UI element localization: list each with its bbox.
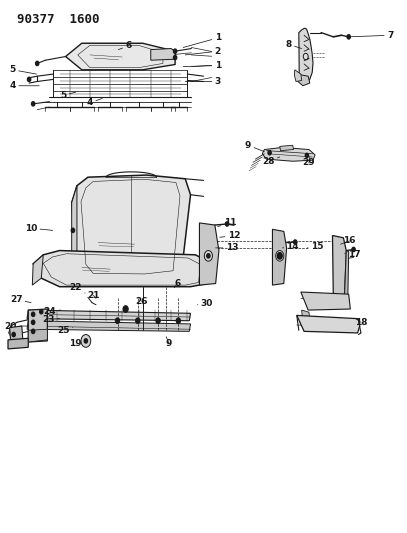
Polygon shape	[27, 321, 190, 332]
Polygon shape	[8, 338, 28, 349]
Circle shape	[136, 318, 140, 324]
Text: 30: 30	[197, 299, 213, 308]
Circle shape	[268, 151, 271, 155]
Text: 21: 21	[87, 290, 99, 300]
Circle shape	[204, 251, 212, 261]
Circle shape	[71, 228, 74, 232]
Polygon shape	[33, 251, 210, 287]
Text: 29: 29	[303, 157, 315, 167]
Text: 15: 15	[307, 242, 323, 251]
Polygon shape	[345, 251, 349, 298]
Text: 4: 4	[10, 81, 39, 90]
Circle shape	[123, 306, 128, 312]
Text: 7: 7	[349, 31, 393, 40]
Text: 22: 22	[70, 283, 85, 293]
Polygon shape	[297, 316, 360, 333]
Text: 26: 26	[136, 296, 148, 305]
Text: 9: 9	[245, 141, 264, 152]
Text: 6: 6	[118, 42, 131, 51]
Circle shape	[156, 318, 160, 324]
Polygon shape	[10, 326, 23, 344]
Circle shape	[173, 49, 177, 53]
Text: 25: 25	[57, 326, 73, 335]
Text: 19: 19	[70, 339, 86, 348]
Text: 9: 9	[166, 337, 172, 348]
Text: 5: 5	[60, 91, 76, 100]
Text: 5: 5	[10, 66, 36, 74]
Text: 8: 8	[286, 40, 302, 49]
Polygon shape	[301, 292, 350, 310]
Text: 1: 1	[183, 61, 221, 70]
Polygon shape	[28, 329, 47, 342]
Text: 90377  1600: 90377 1600	[17, 13, 99, 27]
Text: 11: 11	[218, 219, 236, 228]
Text: 13: 13	[216, 244, 238, 253]
Circle shape	[225, 222, 229, 226]
Circle shape	[173, 55, 177, 60]
Polygon shape	[151, 49, 175, 60]
Text: 18: 18	[354, 318, 367, 327]
Polygon shape	[199, 223, 219, 285]
Text: 28: 28	[262, 157, 280, 166]
Circle shape	[277, 253, 282, 259]
Polygon shape	[28, 309, 47, 342]
Circle shape	[305, 154, 309, 158]
Circle shape	[347, 35, 350, 39]
Polygon shape	[302, 310, 310, 320]
Text: 4: 4	[87, 98, 102, 107]
Circle shape	[293, 240, 297, 244]
Text: 20: 20	[4, 321, 28, 330]
Text: 6: 6	[174, 279, 180, 288]
Text: 23: 23	[42, 315, 59, 324]
Circle shape	[27, 77, 31, 82]
Circle shape	[81, 335, 91, 348]
Polygon shape	[333, 236, 346, 298]
Text: 10: 10	[25, 224, 53, 233]
Circle shape	[84, 339, 88, 343]
Circle shape	[35, 61, 39, 66]
Polygon shape	[280, 146, 293, 151]
Text: 3: 3	[185, 77, 221, 86]
Circle shape	[31, 320, 35, 325]
Text: 27: 27	[10, 295, 31, 304]
Text: 24: 24	[43, 306, 61, 316]
Circle shape	[31, 329, 35, 334]
Circle shape	[303, 53, 308, 60]
Polygon shape	[27, 310, 190, 321]
Polygon shape	[294, 70, 302, 82]
Circle shape	[352, 247, 355, 252]
Polygon shape	[72, 185, 77, 277]
Polygon shape	[263, 148, 315, 161]
Circle shape	[116, 318, 120, 324]
Text: 17: 17	[345, 251, 361, 260]
Text: 12: 12	[220, 231, 240, 240]
Polygon shape	[66, 43, 175, 70]
Polygon shape	[272, 229, 287, 285]
Circle shape	[39, 310, 43, 314]
Text: 2: 2	[185, 47, 221, 55]
Circle shape	[31, 102, 35, 106]
Circle shape	[176, 318, 180, 324]
Polygon shape	[32, 255, 43, 285]
Text: 14: 14	[282, 242, 299, 251]
Circle shape	[12, 333, 15, 337]
Text: 16: 16	[341, 237, 356, 246]
Text: 1: 1	[183, 34, 221, 47]
Polygon shape	[299, 28, 313, 83]
Circle shape	[31, 312, 35, 317]
Circle shape	[207, 254, 210, 258]
Polygon shape	[297, 74, 310, 86]
Polygon shape	[72, 175, 190, 278]
